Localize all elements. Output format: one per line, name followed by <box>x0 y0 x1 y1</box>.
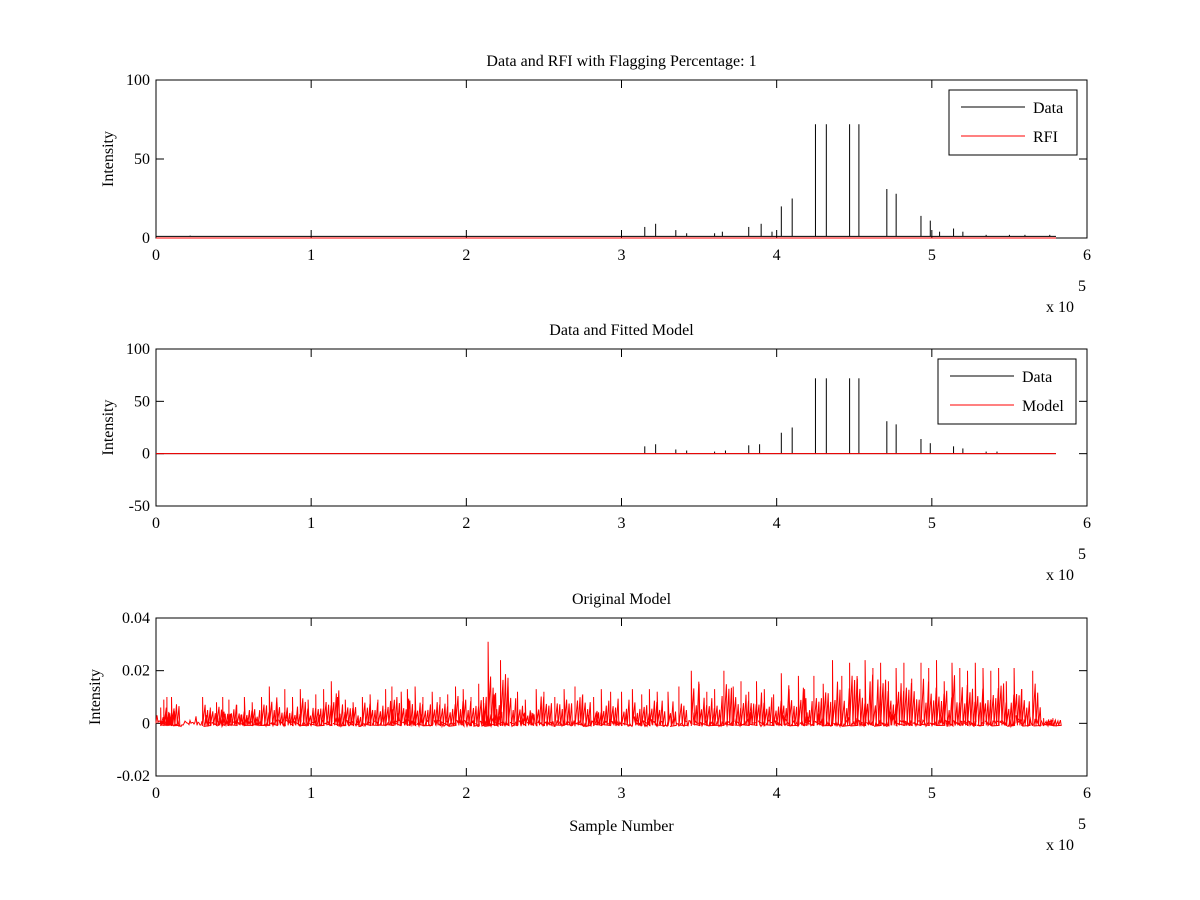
y-tick-label: -0.02 <box>117 768 150 785</box>
y-tick-label: 100 <box>126 341 150 358</box>
x-exponent-power: 5 <box>1078 816 1086 833</box>
x-exponent-power: 5 <box>1078 546 1086 563</box>
x-tick-label: 4 <box>773 247 781 264</box>
x-tick-label: 6 <box>1083 785 1091 802</box>
x-tick-label: 4 <box>773 785 781 802</box>
legend-box <box>937 358 1077 425</box>
x-tick-label: 4 <box>773 515 781 532</box>
y-tick-label: 0 <box>142 715 150 732</box>
x-tick-label: 5 <box>928 247 936 264</box>
x-tick-label: 0 <box>152 515 160 532</box>
chart-title: Data and Fitted Model <box>549 322 694 339</box>
y-tick-label: 0.04 <box>122 610 150 627</box>
x-axis-label: Sample Number <box>569 818 674 835</box>
y-tick-label: 50 <box>134 393 150 410</box>
series-data <box>156 124 1056 237</box>
series-model <box>155 641 1062 729</box>
x-exponent-base: x 10 <box>1046 299 1074 316</box>
chart-title: Original Model <box>572 591 672 608</box>
x-exponent-power: 5 <box>1078 278 1086 295</box>
y-tick-label: -50 <box>129 498 150 515</box>
y-axis-label: Intensity <box>87 669 104 725</box>
legend: Data Model <box>937 358 1077 425</box>
x-tick-label: 1 <box>307 247 315 264</box>
x-tick-label: 3 <box>618 515 626 532</box>
y-axis-label: Intensity <box>100 400 117 456</box>
y-axis-label: Intensity <box>100 131 117 187</box>
x-tick-label: 0 <box>152 247 160 264</box>
legend-label: Model <box>1022 398 1064 415</box>
x-tick-label: 5 <box>928 515 936 532</box>
legend-box <box>948 89 1078 156</box>
series-line <box>155 641 1062 729</box>
x-tick-label: 6 <box>1083 247 1091 264</box>
legend-label: Data <box>1033 100 1063 117</box>
x-tick-label: 1 <box>307 515 315 532</box>
x-tick-label: 3 <box>618 247 626 264</box>
chart-title: Data and RFI with Flagging Percentage: 1 <box>486 53 756 70</box>
legend: Data RFI <box>948 89 1078 156</box>
x-exponent-base: x 10 <box>1046 567 1074 584</box>
x-tick-label: 1 <box>307 785 315 802</box>
legend-label: Data <box>1022 369 1052 386</box>
y-tick-label: 100 <box>126 72 150 89</box>
subplot-1: 0 1 2 3 4 5 6 0 50 100 Data and RFI with Flagging … <box>100 53 1091 316</box>
y-tick-label: 0.02 <box>122 663 150 680</box>
y-tick-label: 0 <box>142 230 150 247</box>
x-tick-label: 2 <box>462 247 470 264</box>
x-tick-label: 2 <box>462 515 470 532</box>
x-tick-label: 0 <box>152 785 160 802</box>
x-tick-label: 6 <box>1083 515 1091 532</box>
x-tick-label: 2 <box>462 785 470 802</box>
legend-label: RFI <box>1033 129 1058 146</box>
x-exponent-base: x 10 <box>1046 837 1074 854</box>
x-tick-label: 3 <box>618 785 626 802</box>
y-tick-label: 0 <box>142 446 150 463</box>
x-tick-label: 5 <box>928 785 936 802</box>
y-tick-label: 50 <box>134 151 150 168</box>
